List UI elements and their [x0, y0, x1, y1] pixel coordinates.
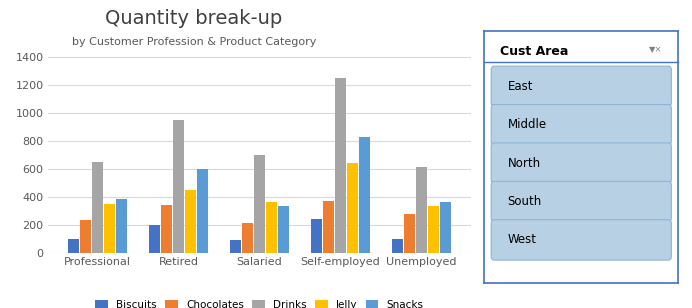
Bar [359, 137, 370, 253]
Text: West: West [508, 233, 537, 246]
Bar [347, 163, 358, 253]
Bar [266, 202, 277, 253]
Text: Cust Area: Cust Area [500, 45, 568, 58]
Text: North: North [508, 157, 540, 170]
Text: Quantity break-up: Quantity break-up [105, 9, 282, 28]
Bar [230, 240, 241, 253]
Bar [311, 219, 322, 253]
Bar [322, 201, 334, 253]
Legend: Biscuits, Chocolates, Drinks, Jelly, Snacks: Biscuits, Chocolates, Drinks, Jelly, Sna… [91, 295, 428, 308]
Bar [173, 120, 184, 253]
Text: ▼×: ▼× [649, 45, 663, 54]
Text: by Customer Profession & Product Category: by Customer Profession & Product Categor… [71, 37, 316, 47]
Bar [149, 225, 160, 253]
Bar [403, 214, 415, 253]
FancyBboxPatch shape [491, 143, 671, 183]
Bar [116, 199, 127, 253]
FancyBboxPatch shape [491, 66, 671, 107]
Text: Middle: Middle [508, 118, 547, 131]
Bar [161, 205, 172, 253]
Bar [428, 206, 439, 253]
Bar [185, 190, 197, 253]
Bar [104, 204, 116, 253]
FancyBboxPatch shape [491, 104, 671, 145]
Bar [242, 223, 253, 253]
Bar [68, 239, 79, 253]
Bar [197, 169, 208, 253]
FancyBboxPatch shape [491, 220, 671, 260]
Text: South: South [508, 195, 542, 208]
Bar [440, 202, 451, 253]
FancyBboxPatch shape [491, 181, 671, 222]
Bar [254, 155, 265, 253]
Bar [392, 239, 403, 253]
Bar [335, 78, 346, 253]
Bar [416, 167, 427, 253]
Bar [278, 206, 289, 253]
Text: East: East [508, 80, 533, 93]
Bar [92, 162, 103, 253]
Bar [80, 221, 91, 253]
